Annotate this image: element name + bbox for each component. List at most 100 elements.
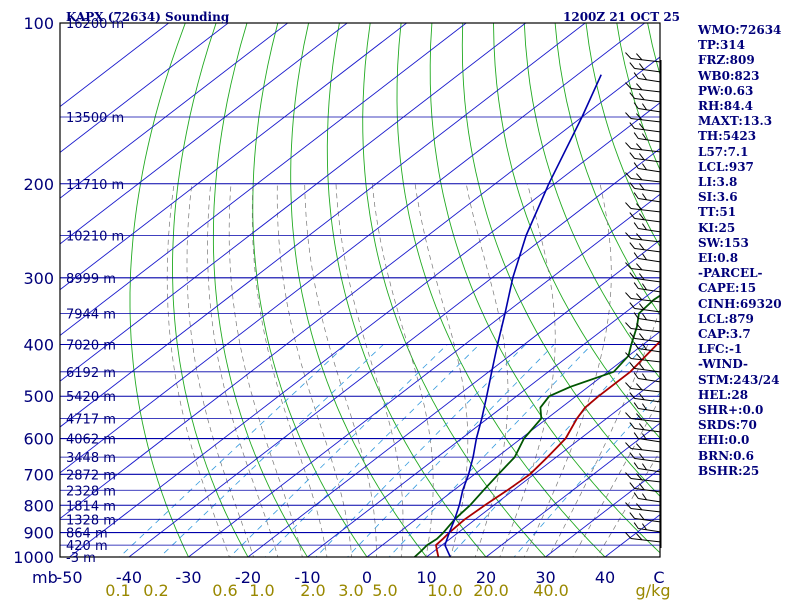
moist-adiabat <box>186 183 254 557</box>
index-item: WB0:823 <box>698 68 760 83</box>
index-item: L57:7.1 <box>698 144 749 159</box>
wind-barb-flag <box>639 93 645 101</box>
wind-barb-flag <box>639 63 645 71</box>
wind-barb <box>634 158 662 163</box>
isotherm <box>60 23 467 337</box>
wind-barb-flag <box>625 112 632 119</box>
wind-barb <box>634 308 662 313</box>
wind-barb-flag <box>641 463 647 471</box>
wind-barb-flag <box>625 292 632 299</box>
wind-barb-flag <box>625 352 632 359</box>
pressure-tick-label: 500 <box>23 387 54 406</box>
pressure-tick-label: 300 <box>23 269 54 288</box>
wind-barb <box>630 208 662 213</box>
height-label: 4062 m <box>66 433 116 448</box>
wind-barb-flag <box>641 133 647 141</box>
wind-barb-flag <box>633 192 639 199</box>
wind-barb <box>630 538 662 543</box>
wind-barb-flag <box>636 383 643 391</box>
index-item: SW:153 <box>698 235 749 250</box>
height-label: 420 m <box>66 539 108 554</box>
moist-adiabat <box>371 183 434 557</box>
height-label: 8999 m <box>66 272 116 287</box>
sounding-indices-panel: WMO:72634 TP:314 FRZ:809 WB0:823 PW:0.63 RH:8… <box>698 23 800 479</box>
height-label: 1328 m <box>66 513 116 528</box>
index-item: STM:243/24 <box>698 372 780 387</box>
dry-adiabat <box>523 23 660 379</box>
temperature-tick-label: 40 <box>595 568 615 587</box>
plot-frame <box>59 22 661 558</box>
dewpoint-line <box>413 294 660 557</box>
wind-barb <box>630 58 662 63</box>
mixing-ratio-label: 0.6 <box>212 581 237 600</box>
wind-barb-flag <box>629 362 635 369</box>
wind-barb-flag <box>636 293 643 301</box>
wind-barb-flag <box>639 453 645 461</box>
wind-barb-flag <box>633 492 639 499</box>
wind-barb-flag <box>641 343 647 351</box>
wind-barb <box>638 258 662 263</box>
wind-barb-flag <box>629 392 635 399</box>
mixing-ratio-label: 0.2 <box>143 581 168 600</box>
wind-barb-flag <box>625 502 632 509</box>
wind-barb-flag <box>639 393 645 401</box>
wind-barb <box>630 148 662 153</box>
dry-adiabat <box>554 23 660 316</box>
wind-barb-flag <box>636 323 643 331</box>
mixing-ratio-label: 3.0 <box>338 581 363 600</box>
wind-barb <box>630 418 662 423</box>
mixing-ratio-line <box>448 344 647 557</box>
wind-barb-flag <box>641 163 647 171</box>
wind-barb-flag <box>639 363 645 371</box>
pressure-tick-label: 400 <box>23 336 54 355</box>
wind-barb-flag <box>636 263 643 271</box>
wind-barb <box>634 98 662 103</box>
wind-barb-flag <box>629 182 635 189</box>
index-item: CINH:69320 <box>698 296 782 311</box>
mixing-ratio-label: 2.0 <box>300 581 325 600</box>
wind-barb-flag <box>629 122 635 129</box>
wind-barb-flag <box>641 193 647 201</box>
wind-barb-flag <box>639 153 645 161</box>
wind-barb-flag <box>629 212 635 219</box>
moist-adiabat <box>304 183 377 557</box>
wind-barb-flag <box>633 432 639 439</box>
wind-barb-flag <box>625 172 632 179</box>
height-label: 13500 m <box>66 111 124 126</box>
temperature-tick-label: 0 <box>362 568 372 587</box>
moist-adiabat <box>523 183 612 557</box>
index-item: WMO:72634 <box>698 23 782 37</box>
moist-adiabat <box>596 450 660 557</box>
height-label: 2872 m <box>66 468 116 483</box>
wind-barb-flag <box>641 253 647 261</box>
mixing-ratio-line <box>346 344 555 557</box>
index-item: LFC:-1 <box>698 342 743 357</box>
wind-barb-flag <box>636 113 643 121</box>
mixing-ratio-line <box>513 392 660 557</box>
temperature-tick-label: 30 <box>535 568 555 587</box>
index-item: LCL:937 <box>698 159 754 174</box>
index-item: SHR+:0.0 <box>698 403 764 418</box>
isotherm <box>60 23 348 245</box>
wind-barb-flag <box>633 522 639 529</box>
wind-barb-flag <box>641 283 647 291</box>
wind-barb-flag <box>625 382 632 389</box>
wind-barb <box>638 108 662 113</box>
wind-barb-flag <box>625 142 632 149</box>
height-label: 5420 m <box>66 390 116 405</box>
wind-barb <box>634 128 662 133</box>
isotherm <box>247 239 660 557</box>
moist-adiabat <box>465 183 509 557</box>
wind-barb-flag <box>639 483 645 491</box>
temperature-tick-label: -30 <box>175 568 201 587</box>
isotherm <box>544 468 660 557</box>
index-item: LCL:879 <box>698 311 754 326</box>
wind-barb <box>634 368 662 373</box>
wind-barb <box>638 468 662 473</box>
wind-barb <box>630 88 662 93</box>
wind-barb-flag <box>633 312 639 319</box>
height-label: -3 m <box>66 551 96 566</box>
temperature-unit-label: C <box>653 568 664 587</box>
isotherm <box>60 23 289 199</box>
parcel-line <box>444 74 602 557</box>
